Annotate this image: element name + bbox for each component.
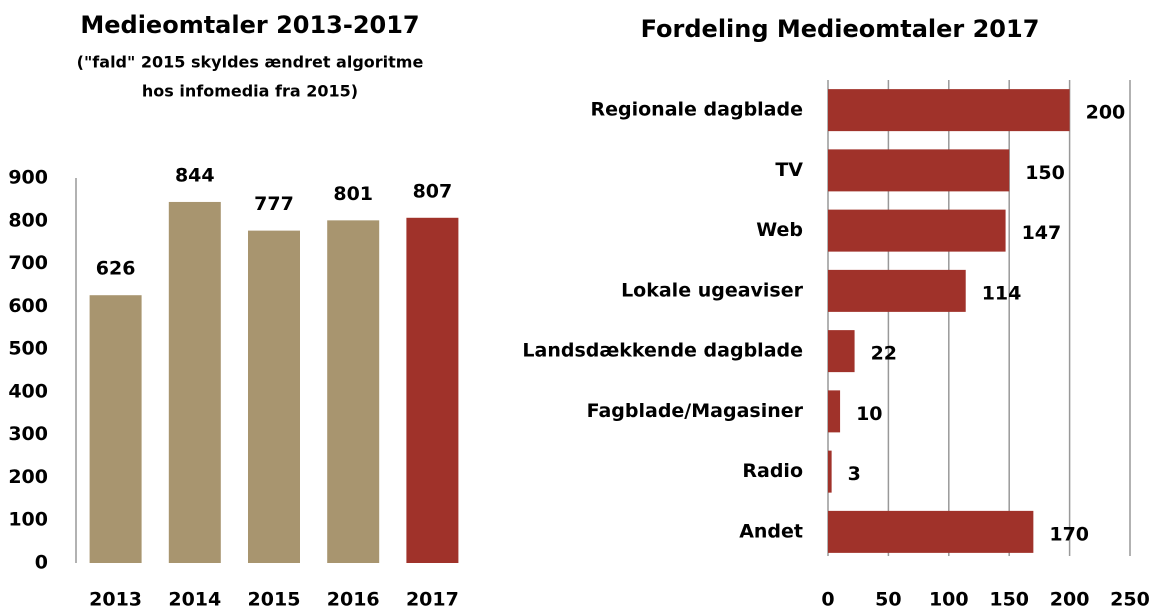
y-tick-label: Fagblade/Magasiner [587, 400, 804, 422]
data-label: 170 [1049, 523, 1089, 545]
y-tick-label: TV [775, 159, 803, 181]
bar [828, 390, 841, 433]
data-label: 114 [982, 282, 1022, 304]
bar [248, 230, 300, 563]
x-tick-label: 200 [1050, 589, 1090, 608]
bar [828, 450, 832, 493]
y-tick-label: 100 [8, 509, 48, 531]
x-tick-label: 2013 [89, 589, 142, 608]
y-tick-label: Regionale dagblade [591, 99, 804, 121]
y-tick-label: Landsdækkende dagblade [522, 340, 803, 362]
y-tick-label: Web [756, 219, 803, 241]
bar [828, 209, 1006, 252]
chart-title: Medieomtaler 2013-2017 [80, 11, 419, 39]
y-tick-label: 500 [8, 338, 48, 360]
y-tick-label: 400 [8, 380, 48, 402]
x-tick-label: 2014 [168, 589, 221, 608]
chart-title: Fordeling Medieomtaler 2017 [641, 15, 1040, 43]
data-label: 200 [1086, 102, 1126, 124]
bar [828, 510, 1034, 553]
data-label: 801 [333, 183, 373, 205]
data-label: 147 [1022, 222, 1062, 244]
data-label: 777 [254, 193, 294, 215]
data-label: 844 [175, 164, 215, 186]
y-tick-label: Andet [739, 520, 803, 542]
data-label: 150 [1025, 162, 1065, 184]
bar [89, 295, 142, 563]
chart-subtitle: ("fald" 2015 skyldes ændret algoritme [77, 53, 424, 72]
x-tick-label: 2016 [327, 589, 380, 608]
x-tick-label: 100 [929, 589, 969, 608]
y-tick-label: Radio [742, 460, 803, 482]
y-tick-label: Lokale ugeaviser [621, 279, 804, 301]
y-tick-label: 700 [8, 252, 48, 274]
y-tick-label: 300 [8, 423, 48, 445]
data-label: 807 [413, 180, 453, 202]
x-tick-label: 250 [1110, 589, 1150, 608]
data-label: 10 [856, 403, 882, 425]
y-tick-label: 200 [8, 466, 48, 488]
data-label: 22 [871, 343, 897, 365]
x-tick-label: 150 [989, 589, 1029, 608]
bar [327, 220, 380, 563]
x-tick-label: 0 [821, 589, 834, 608]
data-label: 626 [96, 258, 136, 280]
y-tick-label: 0 [35, 552, 48, 574]
bar [406, 217, 459, 564]
bar [828, 330, 855, 373]
bar [828, 89, 1070, 132]
x-tick-label: 2017 [406, 589, 459, 608]
y-tick-label: 900 [8, 167, 48, 189]
y-tick-label: 600 [8, 295, 48, 317]
chart-subtitle: hos infomedia fra 2015) [142, 82, 358, 101]
bar [828, 149, 1010, 192]
data-label: 3 [848, 463, 861, 485]
bar [168, 201, 221, 563]
x-tick-label: 50 [875, 589, 901, 608]
bar [828, 269, 966, 312]
y-tick-label: 800 [8, 209, 48, 231]
x-tick-label: 2015 [248, 589, 301, 608]
